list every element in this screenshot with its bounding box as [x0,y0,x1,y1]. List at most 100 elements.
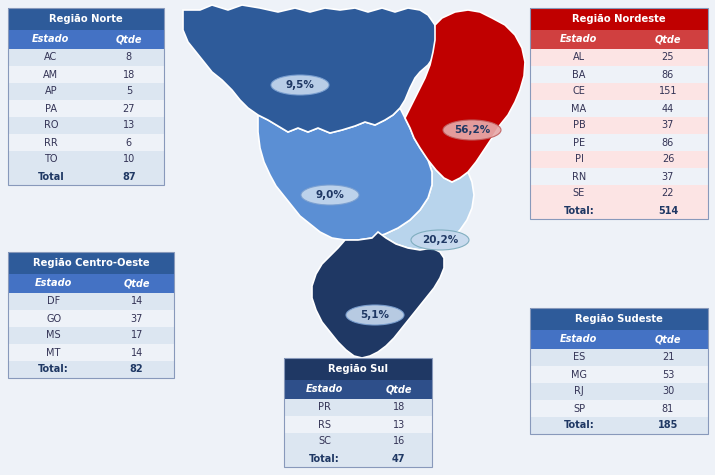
FancyBboxPatch shape [628,330,708,349]
FancyBboxPatch shape [8,66,94,83]
Text: 87: 87 [122,171,136,181]
FancyBboxPatch shape [94,100,164,117]
Text: 8: 8 [126,53,132,63]
Text: 53: 53 [662,370,674,380]
Text: PR: PR [318,402,331,412]
FancyBboxPatch shape [530,66,628,83]
FancyBboxPatch shape [365,433,432,450]
Text: PE: PE [573,137,585,148]
FancyBboxPatch shape [8,168,94,185]
FancyBboxPatch shape [628,383,708,400]
Text: Total:: Total: [563,206,594,216]
Text: RS: RS [318,419,331,429]
FancyBboxPatch shape [8,344,99,361]
FancyBboxPatch shape [8,8,164,30]
FancyBboxPatch shape [530,366,628,383]
FancyBboxPatch shape [94,134,164,151]
Text: 14: 14 [131,348,143,358]
FancyBboxPatch shape [94,83,164,100]
Text: MG: MG [571,370,587,380]
Text: RO: RO [44,121,58,131]
FancyBboxPatch shape [8,117,94,134]
FancyBboxPatch shape [284,416,365,433]
Text: 37: 37 [662,171,674,181]
Text: PA: PA [45,104,57,114]
Text: SP: SP [573,403,585,414]
FancyBboxPatch shape [8,252,174,274]
Text: TO: TO [44,154,58,164]
Text: MT: MT [46,348,61,358]
FancyBboxPatch shape [8,327,99,344]
Text: 5,1%: 5,1% [360,310,390,320]
FancyBboxPatch shape [628,349,708,366]
FancyBboxPatch shape [628,168,708,185]
Text: Total:: Total: [39,364,69,374]
Text: Total:: Total: [563,420,594,430]
Text: ES: ES [573,352,585,362]
FancyBboxPatch shape [628,151,708,168]
Text: Qtde: Qtde [116,35,142,45]
Text: 37: 37 [662,121,674,131]
Text: Qtde: Qtde [385,384,412,395]
FancyBboxPatch shape [94,49,164,66]
Text: Região Centro-Oeste: Região Centro-Oeste [33,258,149,268]
FancyBboxPatch shape [94,117,164,134]
FancyBboxPatch shape [530,330,628,349]
Text: 21: 21 [662,352,674,362]
FancyBboxPatch shape [94,66,164,83]
Text: 47: 47 [392,454,405,464]
Text: 151: 151 [659,86,677,96]
Polygon shape [312,232,444,358]
FancyBboxPatch shape [8,274,99,293]
FancyBboxPatch shape [94,168,164,185]
FancyBboxPatch shape [530,100,628,117]
Text: 13: 13 [393,419,405,429]
Text: GO: GO [46,314,61,323]
FancyBboxPatch shape [94,30,164,49]
Text: Região Nordeste: Região Nordeste [572,14,666,24]
Ellipse shape [346,305,404,325]
Text: RR: RR [44,137,58,148]
Ellipse shape [443,120,501,140]
FancyBboxPatch shape [99,327,174,344]
Text: Estado: Estado [306,384,343,395]
Text: 44: 44 [662,104,674,114]
Text: Estado: Estado [35,278,72,288]
FancyBboxPatch shape [99,293,174,310]
FancyBboxPatch shape [99,344,174,361]
FancyBboxPatch shape [628,30,708,49]
Text: 5: 5 [126,86,132,96]
Text: 10: 10 [123,154,135,164]
Text: 20,2%: 20,2% [422,235,458,245]
FancyBboxPatch shape [530,383,628,400]
Text: 22: 22 [661,189,674,199]
Ellipse shape [301,185,359,205]
Text: Qtde: Qtde [655,35,681,45]
Text: 9,0%: 9,0% [315,190,345,200]
Text: MA: MA [571,104,586,114]
FancyBboxPatch shape [530,400,628,417]
Text: Qtde: Qtde [655,334,681,344]
Text: BA: BA [572,69,586,79]
Text: 25: 25 [661,53,674,63]
FancyBboxPatch shape [94,151,164,168]
Text: 18: 18 [393,402,405,412]
Text: 18: 18 [123,69,135,79]
Text: 26: 26 [662,154,674,164]
Text: 86: 86 [662,137,674,148]
FancyBboxPatch shape [628,185,708,202]
Text: AP: AP [44,86,57,96]
FancyBboxPatch shape [530,117,628,134]
Text: 17: 17 [130,331,143,341]
FancyBboxPatch shape [365,380,432,399]
Text: RJ: RJ [574,387,584,397]
Text: 82: 82 [130,364,144,374]
Polygon shape [405,10,525,182]
Text: 6: 6 [126,137,132,148]
FancyBboxPatch shape [530,308,708,330]
FancyBboxPatch shape [628,49,708,66]
Text: 185: 185 [658,420,678,430]
Text: SE: SE [573,189,585,199]
FancyBboxPatch shape [284,380,365,399]
Text: 86: 86 [662,69,674,79]
